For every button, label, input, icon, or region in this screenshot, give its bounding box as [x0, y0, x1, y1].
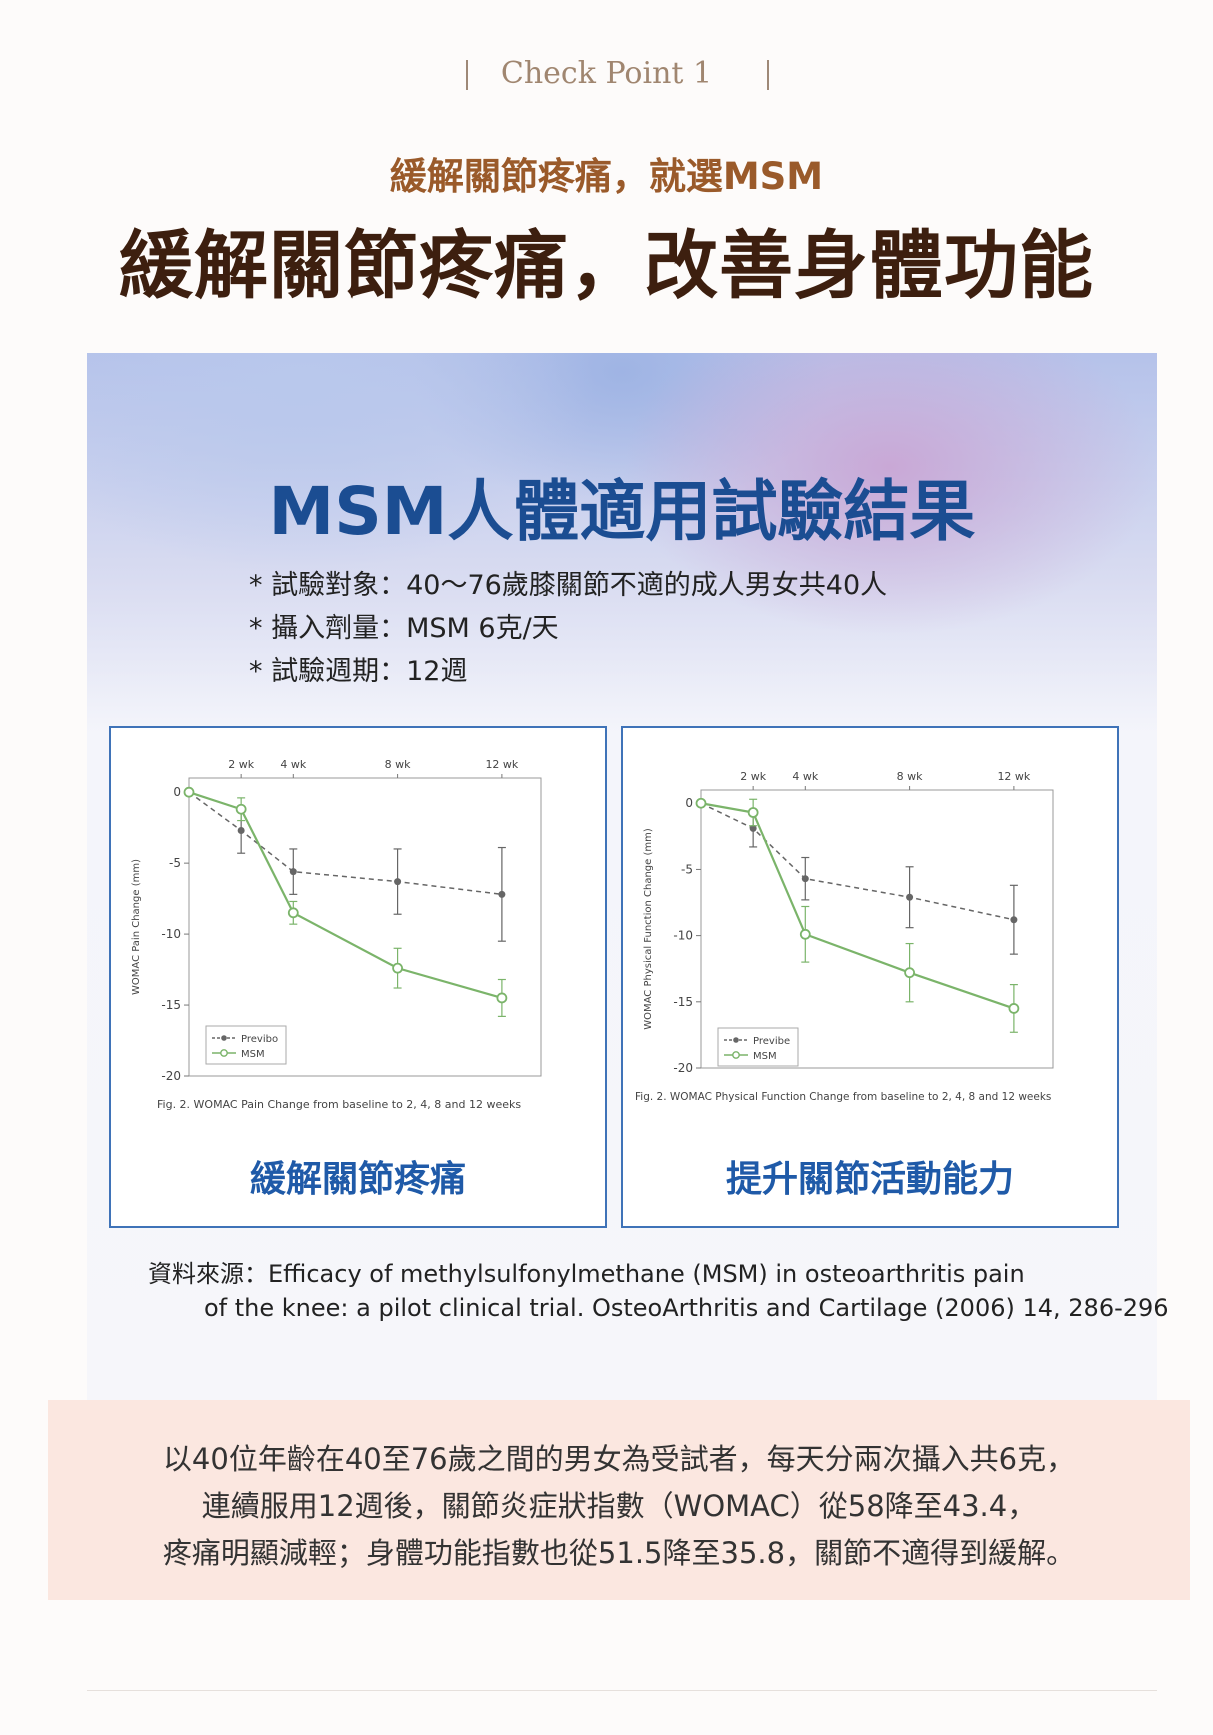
- y-tick-label: -5: [681, 862, 693, 876]
- series-line-placebo: [188, 791, 502, 896]
- figure-caption: Fig. 2. WOMAC Pain Change from baseline …: [157, 1098, 521, 1111]
- data-point-msm: [235, 803, 247, 815]
- summary-line-1: 以40位年齡在40至76歲之間的男女為受試者，每天分兩次攝入共6克，: [162, 1442, 1076, 1476]
- y-tick-label: 0: [685, 796, 693, 810]
- source-line-1: 資料來源：Efficacy of methylsulfonylmethane (…: [148, 1260, 1025, 1288]
- data-point-placebo: [906, 893, 914, 901]
- series-line-msm: [700, 802, 1015, 1010]
- study-duration: * 試驗週期：12週: [249, 656, 468, 687]
- divider-bar-right: [767, 60, 769, 90]
- divider-bar-left: [466, 60, 468, 90]
- legend-label: MSM: [241, 1049, 265, 1060]
- y-tick-label: -5: [169, 856, 181, 870]
- banner-background: [87, 353, 1157, 733]
- y-tick-label: -10: [161, 927, 181, 941]
- summary-box: 以40位年齡在40至76歲之間的男女為受試者，每天分兩次攝入共6克， 連續服用1…: [48, 1400, 1190, 1600]
- y-tick-label: -10: [673, 929, 693, 943]
- function-chart: 0 -5 -10 -15 -20 2 wk 4 wk 8 wk 12 wk WOMAC Physi…: [635, 770, 1054, 1103]
- x-tick-label: 4 wk: [792, 770, 818, 783]
- data-point-placebo: [1010, 916, 1018, 924]
- x-tick-label: 8 wk: [897, 770, 923, 783]
- summary-line-2: 連續服用12週後，關節炎症狀指數（WOMAC）從58降至43.4，: [201, 1489, 1037, 1523]
- y-tick-label: 0: [173, 785, 181, 799]
- data-point-placebo: [498, 890, 506, 898]
- source-citation: 資料來源：Efficacy of methylsulfonylmethane (…: [148, 1257, 1169, 1325]
- data-point-placebo: [289, 868, 297, 876]
- study-subjects: * 試驗對象：40～76歲膝關節不適的成人男女共40人: [249, 570, 888, 601]
- legend-label: Previbo: [241, 1034, 278, 1045]
- pain-chart-caption: 緩解關節疼痛: [249, 1159, 466, 1200]
- data-point-msm: [392, 962, 403, 974]
- function-chart-caption: 提升關節活動能力: [725, 1159, 1014, 1200]
- x-tick-label: 12 wk: [997, 770, 1030, 783]
- x-tick-label: 2 wk: [740, 770, 766, 783]
- y-tick-label: -15: [673, 995, 693, 1009]
- data-point-placebo: [749, 824, 757, 832]
- study-banner: MSM人體適用試驗結果 * 試驗對象：40～76歲膝關節不適的成人男女共40人 …: [87, 353, 1157, 1505]
- legend-label: Previbe: [753, 1036, 790, 1047]
- legend-marker: [221, 1035, 227, 1041]
- x-tick-label: 2 wk: [228, 758, 254, 771]
- series-line-msm: [188, 791, 503, 1000]
- data-point-placebo: [801, 875, 809, 883]
- plot-frame: [700, 789, 1054, 1069]
- y-axis-label: WOMAC Pain Change (mm): [131, 859, 142, 995]
- legend-marker: [220, 1049, 228, 1057]
- x-tick-label: 4 wk: [280, 758, 306, 771]
- legend-label: MSM: [753, 1051, 777, 1062]
- x-tick-label: 12 wk: [485, 758, 518, 771]
- data-point-msm: [904, 967, 915, 979]
- source-line-2: of the knee: a pilot clinical trial. Ost…: [204, 1294, 1169, 1322]
- checkpoint-label: Check Point 1: [500, 56, 713, 91]
- data-point-placebo: [237, 827, 245, 835]
- function-chart-panel: 0 -5 -10 -15 -20 2 wk 4 wk 8 wk 12 wk WOMAC Physi…: [621, 726, 1119, 1228]
- data-point-msm: [287, 907, 299, 919]
- y-tick-label: -15: [161, 998, 181, 1012]
- data-point-msm: [183, 786, 195, 798]
- data-point-msm: [496, 992, 508, 1004]
- pain-chart: 0 -5 -10 -15 -20 2 wk 4 wk 8 wk 12 wk WOMAC Pain …: [131, 758, 542, 1111]
- checkpoint-header: Check Point 1: [0, 52, 1213, 102]
- summary-line-3: 疼痛明顯減輕；身體功能指數也從51.5降至35.8，關節不適得到緩解。: [162, 1536, 1076, 1570]
- data-point-msm: [747, 807, 759, 818]
- legend-marker: [733, 1037, 739, 1043]
- y-tick-label: -20: [673, 1061, 693, 1075]
- section-headline: 緩解關節疼痛，改善身體功能: [119, 223, 1094, 309]
- pain-chart-panel: 0 -5 -10 -15 -20 2 wk 4 wk 8 wk 12 wk WOMAC Pain …: [109, 726, 607, 1228]
- y-tick-label: -20: [161, 1069, 181, 1083]
- legend-box: [717, 1027, 799, 1067]
- data-point-msm: [695, 797, 707, 809]
- data-point-placebo: [394, 878, 402, 886]
- bottom-divider: [87, 1690, 1157, 1691]
- data-point-msm: [799, 928, 811, 940]
- study-title: MSM人體適用試驗結果: [268, 473, 976, 550]
- series-line-placebo: [700, 802, 1015, 921]
- legend-marker: [732, 1051, 740, 1059]
- legend-box: [205, 1025, 287, 1065]
- data-point-msm: [1008, 1003, 1020, 1014]
- plot-frame: [188, 777, 542, 1077]
- study-dosage: * 攝入劑量：MSM 6克/天: [249, 613, 559, 644]
- y-axis-label: WOMAC Physical Function Change (mm): [643, 828, 654, 1030]
- x-tick-label: 8 wk: [385, 758, 411, 771]
- figure-caption: Fig. 2. WOMAC Physical Function Change f…: [635, 1091, 1051, 1103]
- section-subtitle: 緩解關節疼痛，就選MSM: [389, 155, 824, 198]
